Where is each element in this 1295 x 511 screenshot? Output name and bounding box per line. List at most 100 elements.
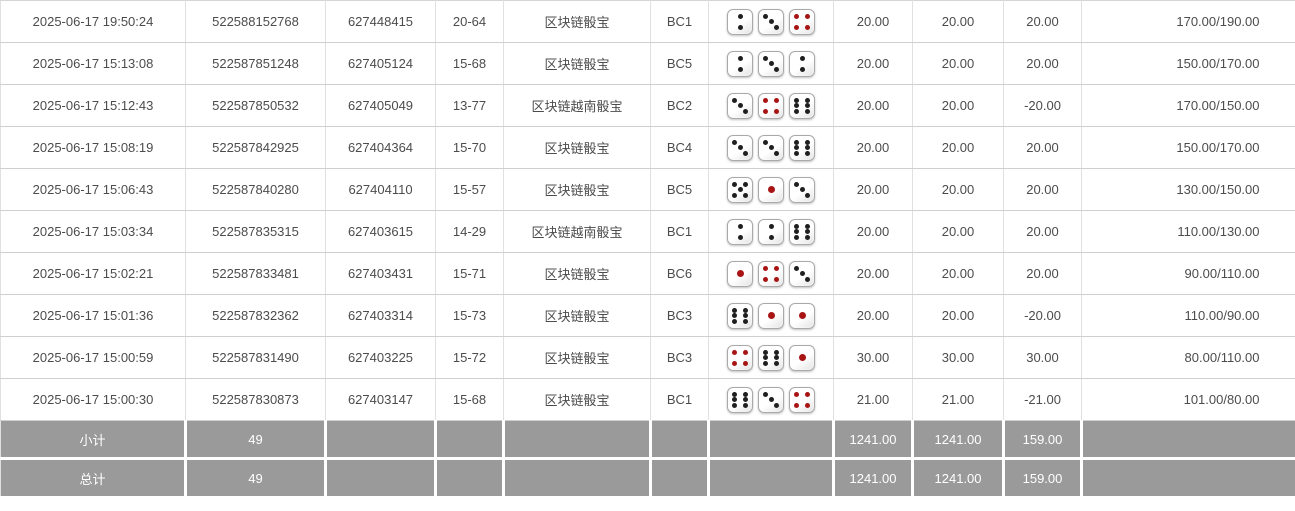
cell-valid-amount[interactable]: 20.00	[833, 42, 913, 85]
cell-win-loss: 20.00	[1003, 252, 1082, 295]
cell-round-id: 627403615	[325, 210, 436, 253]
cell-game-name: 区块链骰宝	[503, 378, 651, 421]
die-pip	[763, 276, 768, 282]
die-pip	[763, 355, 768, 360]
cell-valid-amount[interactable]: 20.00	[833, 0, 913, 43]
cell-round-id: 627405124	[325, 42, 436, 85]
die-pip	[805, 234, 810, 240]
die-pip	[763, 391, 768, 397]
die-pip	[799, 187, 805, 192]
cell-bet-id: 522587840280	[185, 168, 326, 211]
cell-game-name: 区块链骰宝	[503, 168, 651, 211]
cell-game-name: 区块链骰宝	[503, 294, 651, 337]
cell-win-loss: 20.00	[1003, 168, 1082, 211]
die-pip	[805, 139, 810, 145]
cell-bet-time: 2025-06-17 15:00:30	[0, 378, 186, 421]
die-pip	[763, 108, 768, 114]
footer-empty-cell	[325, 457, 437, 496]
die-pip	[799, 66, 805, 72]
die-pip	[774, 97, 779, 103]
cell-bet-amount: 20.00	[912, 42, 1004, 85]
die-face-3	[789, 176, 815, 203]
table-row: 2025-06-17 15:03:34 522587835315 6274036…	[0, 210, 1295, 253]
cell-bet-time: 2025-06-17 15:02:21	[0, 252, 186, 295]
table-row: 2025-06-17 15:01:36 522587832362 6274033…	[0, 294, 1295, 337]
die-pip	[794, 108, 799, 114]
die-pip	[798, 354, 806, 361]
die-pip	[794, 265, 799, 271]
die-pip	[763, 139, 768, 145]
cell-valid-amount[interactable]: 20.00	[833, 84, 913, 127]
cell-valid-amount[interactable]: 30.00	[833, 336, 913, 379]
cell-round-id: 627404364	[325, 126, 436, 169]
cell-bet-time: 2025-06-17 15:03:34	[0, 210, 186, 253]
cell-dice-result	[708, 336, 834, 379]
cell-game-name: 区块链骰宝	[503, 126, 651, 169]
footer-empty-cell	[1081, 420, 1295, 459]
cell-valid-amount[interactable]: 21.00	[833, 378, 913, 421]
die-face-4	[758, 260, 784, 287]
die-pip	[774, 150, 779, 156]
cell-table-code: BC1	[650, 210, 709, 253]
die-pip	[794, 13, 799, 19]
cell-bet-amount: 21.00	[912, 378, 1004, 421]
dice-group	[709, 344, 833, 371]
cell-valid-amount[interactable]: 20.00	[833, 294, 913, 337]
die-pip	[737, 187, 743, 192]
cell-valid-amount[interactable]: 20.00	[833, 252, 913, 295]
die-pip	[732, 313, 737, 318]
subtotal-row: 小计 49 1241.00 1241.00 159.00	[0, 420, 1295, 459]
cell-table-code: BC3	[650, 294, 709, 337]
die-pip	[743, 108, 748, 114]
die-pip	[805, 223, 810, 229]
die-pip	[732, 318, 737, 324]
cell-bet-amount: 20.00	[912, 126, 1004, 169]
cell-bet-id: 522587833481	[185, 252, 326, 295]
cell-round-id: 627403431	[325, 252, 436, 295]
cell-bet-time: 2025-06-17 15:12:43	[0, 84, 186, 127]
table-row: 2025-06-17 15:13:08 522587851248 6274051…	[0, 42, 1295, 85]
cell-win-loss: -20.00	[1003, 84, 1082, 127]
cell-win-loss: -20.00	[1003, 294, 1082, 337]
total-win-loss: 159.00	[1003, 457, 1083, 496]
cell-dice-result	[708, 378, 834, 421]
cell-round-id: 627448415	[325, 0, 436, 43]
cell-balance: 110.00/90.00	[1081, 294, 1295, 337]
cell-balance: 130.00/150.00	[1081, 168, 1295, 211]
cell-game-name: 区块链骰宝	[503, 0, 651, 43]
footer-empty-cell	[325, 420, 437, 459]
die-pip	[774, 360, 779, 366]
die-face-3	[758, 50, 784, 77]
die-face-1	[789, 344, 815, 371]
die-pip	[743, 318, 748, 324]
die-pip	[743, 391, 748, 397]
die-face-2	[727, 50, 753, 77]
total-row: 总计 49 1241.00 1241.00 159.00	[0, 457, 1295, 496]
cell-valid-amount[interactable]: 20.00	[833, 210, 913, 253]
footer-empty-cell	[503, 420, 652, 459]
cell-balance: 170.00/190.00	[1081, 0, 1295, 43]
die-pip	[767, 186, 775, 193]
cell-round-id: 627403147	[325, 378, 436, 421]
die-pip	[794, 391, 799, 397]
cell-table-code: BC3	[650, 336, 709, 379]
cell-valid-amount[interactable]: 20.00	[833, 168, 913, 211]
die-face-4	[789, 8, 815, 35]
cell-bet-amount: 20.00	[912, 168, 1004, 211]
die-pip	[737, 66, 743, 72]
cell-win-loss: 20.00	[1003, 42, 1082, 85]
die-face-6	[727, 386, 753, 413]
die-pip	[763, 97, 768, 103]
dice-group	[709, 218, 833, 245]
die-pip	[737, 24, 743, 30]
cell-round-id: 627403314	[325, 294, 436, 337]
die-pip	[732, 307, 737, 313]
cell-bet-id: 522587842925	[185, 126, 326, 169]
footer-empty-cell	[708, 457, 835, 496]
cell-win-loss: 30.00	[1003, 336, 1082, 379]
cell-dice-result	[708, 210, 834, 253]
cell-balance: 80.00/110.00	[1081, 336, 1295, 379]
cell-result-code: 15-73	[435, 294, 504, 337]
cell-bet-amount: 30.00	[912, 336, 1004, 379]
cell-valid-amount[interactable]: 20.00	[833, 126, 913, 169]
